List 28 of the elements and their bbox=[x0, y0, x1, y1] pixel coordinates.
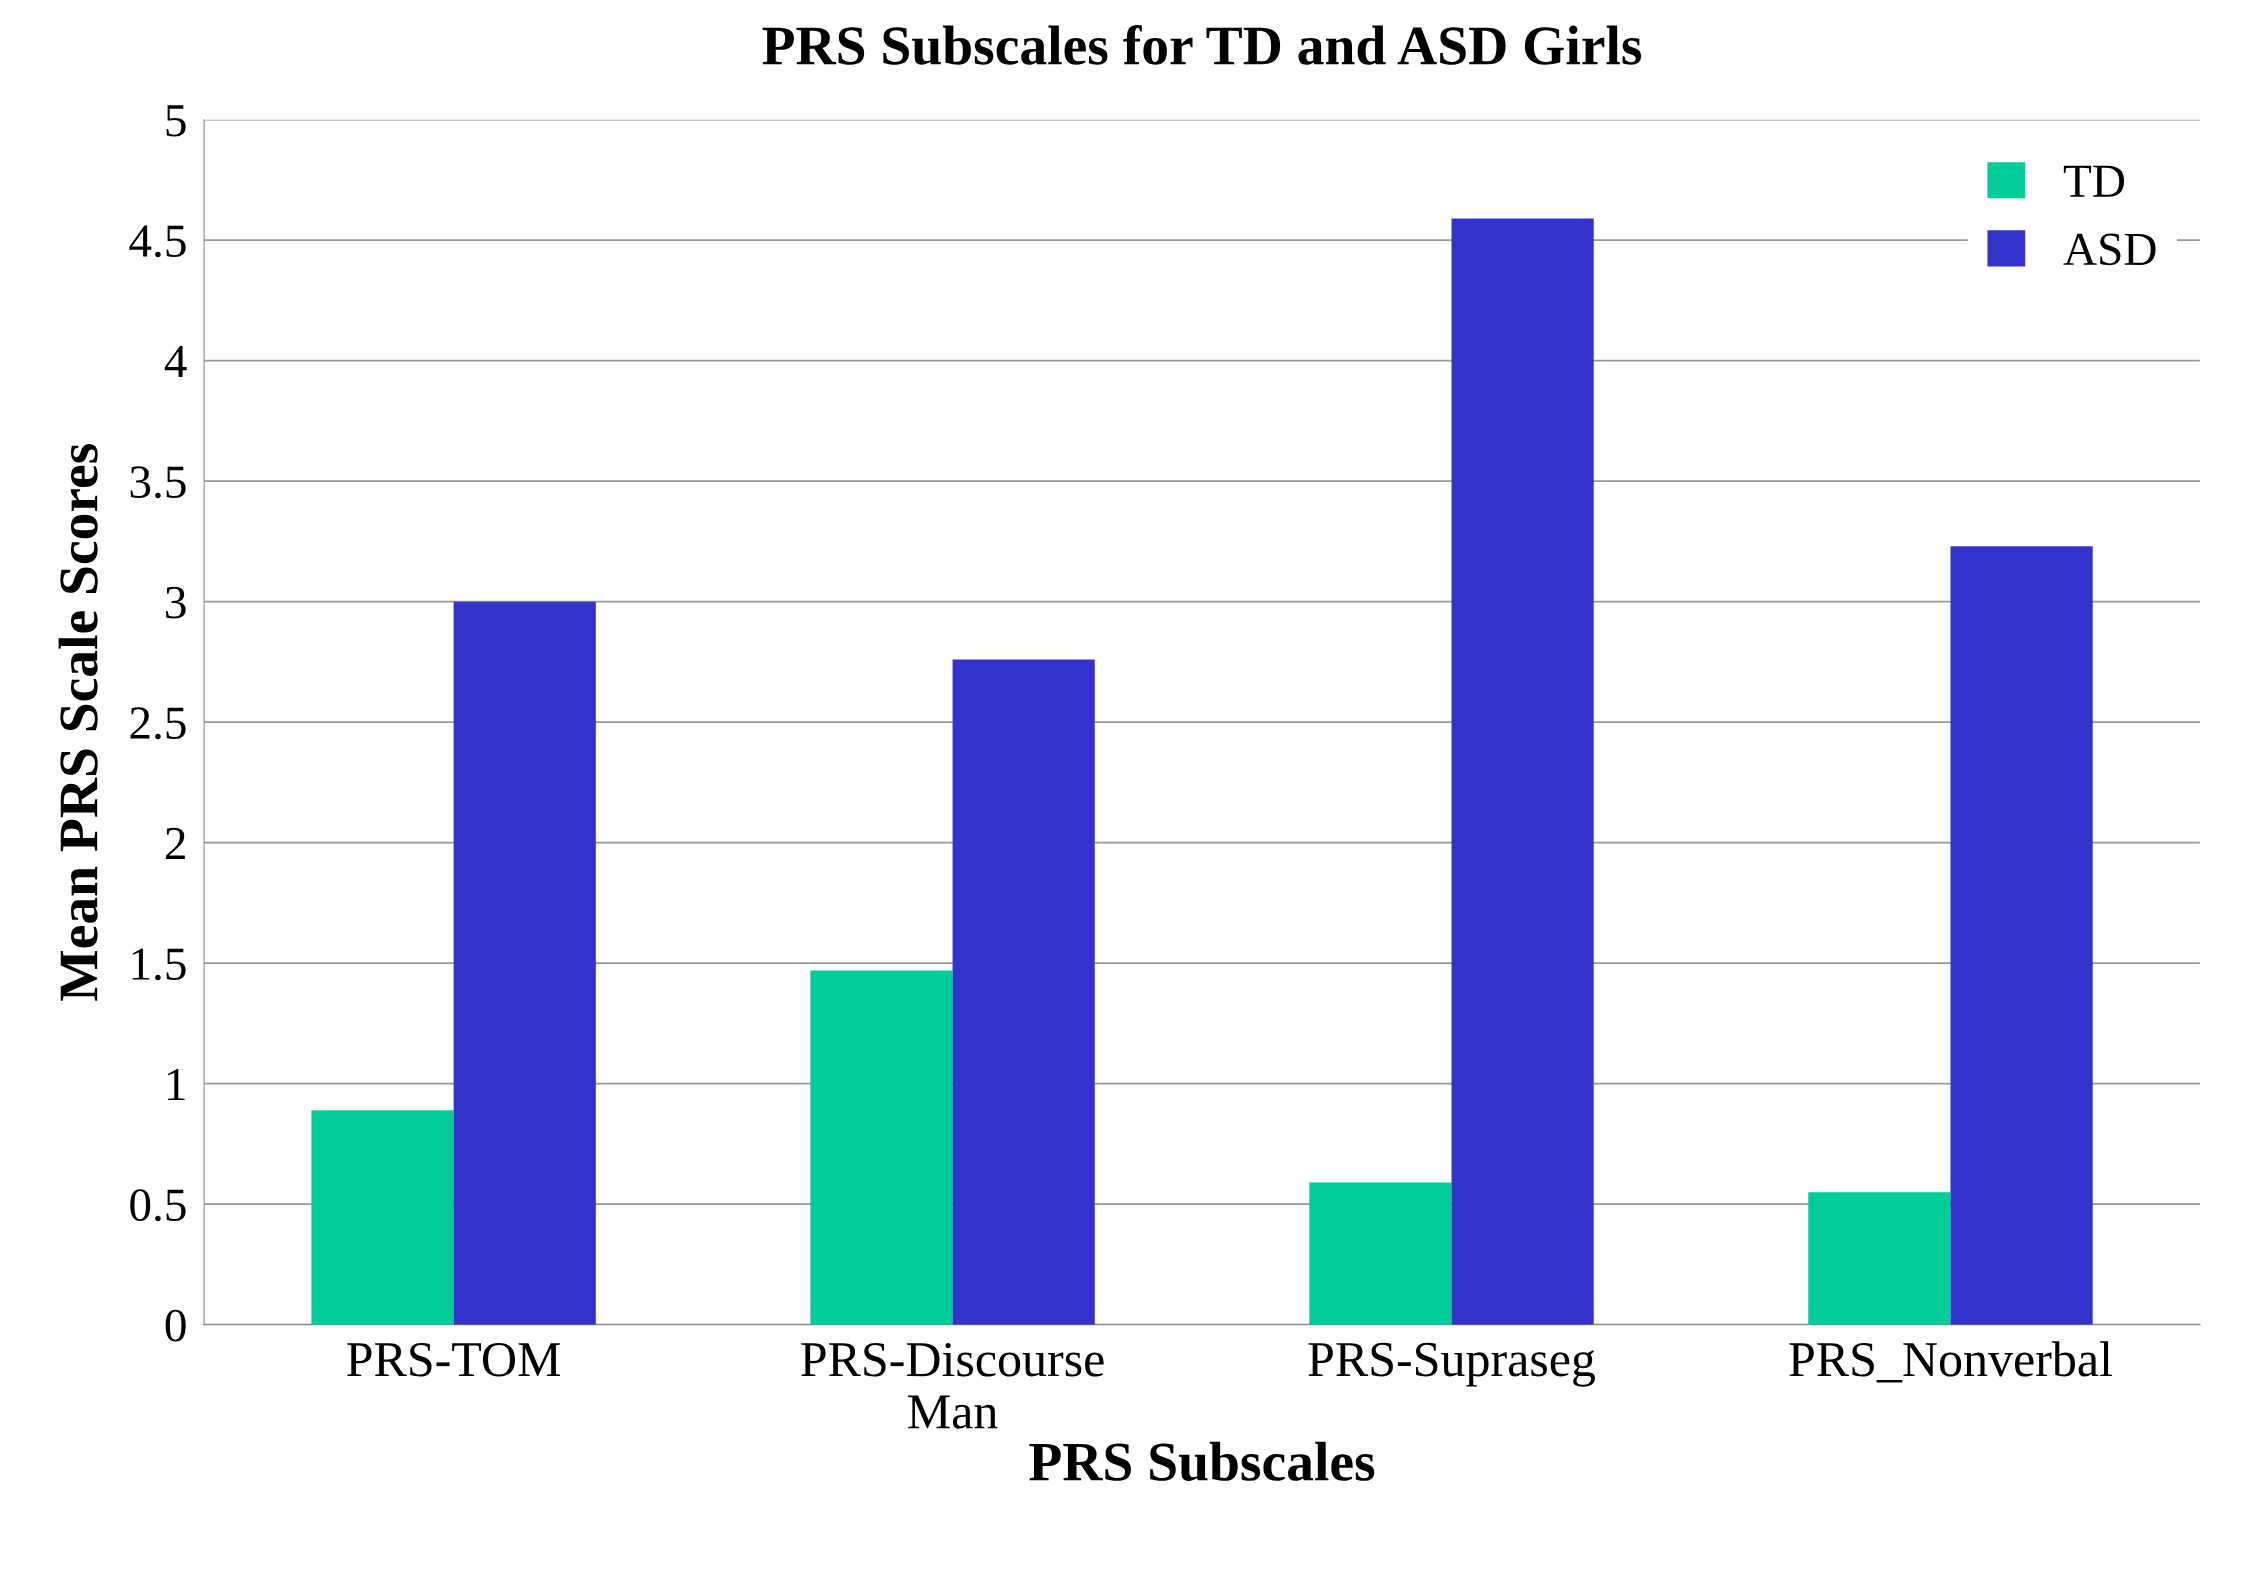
y-tick-label: 3 bbox=[166, 586, 186, 619]
y-tick-label: 1.5 bbox=[132, 948, 186, 981]
bar bbox=[1808, 1192, 1951, 1325]
y-tick-label: 1 bbox=[168, 1068, 185, 1101]
y-tick-label: 4.5 bbox=[129, 225, 186, 258]
bar bbox=[311, 1110, 454, 1325]
x-tick-label: PRS-Discourse Man bbox=[801, 1342, 1104, 1429]
y-tick-label: 4 bbox=[164, 345, 187, 378]
y-tick-label: 0.5 bbox=[130, 1189, 186, 1222]
chart-title: PRS Subscales for TD and ASD Girls bbox=[762, 25, 1642, 65]
bar bbox=[1950, 546, 2093, 1325]
y-tick-label: 5 bbox=[166, 105, 186, 137]
x-tick-label: PRS-Supraseg bbox=[1308, 1342, 1596, 1387]
y-tick-label: 0 bbox=[165, 1309, 186, 1342]
y-tick-label: 3.5 bbox=[130, 466, 186, 499]
y-axis-title: Mean PRS Scale Scores bbox=[58, 444, 98, 1001]
bar bbox=[810, 970, 953, 1325]
bar bbox=[1451, 218, 1594, 1325]
x-tick-label: PRS-TOM bbox=[347, 1342, 561, 1377]
bar bbox=[1309, 1182, 1452, 1325]
bar bbox=[453, 601, 596, 1325]
legend-label: ASD bbox=[2063, 233, 2156, 266]
x-axis-title: PRS Subscales bbox=[1029, 1441, 1375, 1481]
y-tick-label: 2.5 bbox=[130, 707, 186, 740]
x-tick-label: PRS_Nonverbal bbox=[1789, 1341, 2112, 1383]
legend-label: TD bbox=[2063, 165, 2125, 197]
y-tick-label: 2 bbox=[165, 827, 185, 860]
bar bbox=[952, 659, 1095, 1325]
